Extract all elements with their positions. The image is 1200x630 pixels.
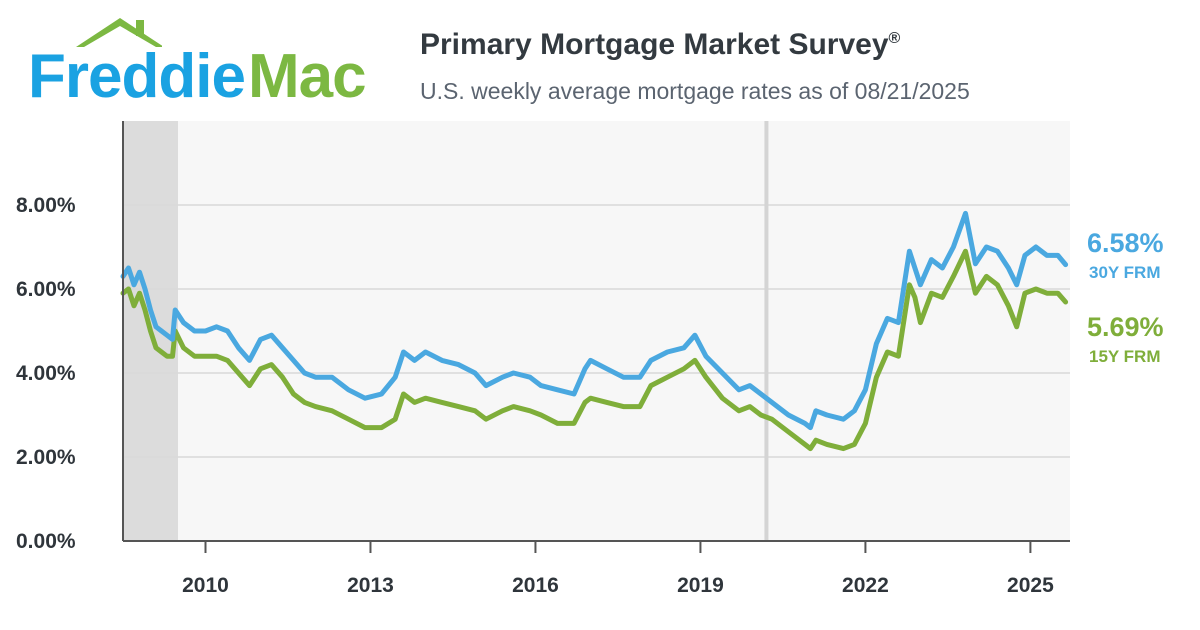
- chart-title: Primary Mortgage Market Survey®: [420, 28, 900, 62]
- logo-wordmark-mac: Mac: [248, 42, 367, 111]
- x-tick-label: 2025: [1007, 574, 1054, 597]
- series-end-name: 30Y FRM: [1089, 263, 1161, 282]
- x-tick-label: 2019: [677, 574, 724, 597]
- freddie-mac-logo: Freddie Mac: [28, 14, 378, 111]
- x-tick-label: 2010: [182, 574, 229, 597]
- series-line-30y-frm: [120, 210, 1069, 431]
- series-lines: [120, 210, 1069, 452]
- x-tick-label: 2013: [347, 574, 394, 597]
- x-tick-label: 2022: [842, 574, 889, 597]
- y-tick-label: 8.00%: [16, 194, 76, 217]
- chart-title-text: Primary Mortgage Market Survey: [420, 28, 889, 61]
- x-axis-ticks: 2010 2013 2016 2019 2022 2025: [182, 541, 1054, 597]
- plot-background: [123, 121, 1070, 541]
- y-axis-ticks: 0.00% 2.00% 4.00% 6.00% 8.00%: [16, 194, 76, 553]
- house-roof-icon: [76, 18, 162, 47]
- chart-subtitle: U.S. weekly average mortgage rates as of…: [420, 78, 970, 104]
- series-end-value: 5.69%: [1087, 312, 1164, 342]
- series-line-15y-frm: [120, 248, 1069, 452]
- y-tick-label: 2.00%: [16, 446, 76, 469]
- registered-mark: ®: [888, 30, 901, 47]
- logo-wordmark-freddie: Freddie: [28, 42, 246, 111]
- x-tick-label: 2016: [512, 574, 559, 597]
- series-end-value: 6.58%: [1087, 228, 1164, 258]
- y-tick-label: 0.00%: [16, 530, 76, 553]
- y-tick-label: 4.00%: [16, 362, 76, 385]
- y-tick-label: 6.00%: [16, 278, 76, 301]
- series-end-labels: 6.58% 30Y FRM 5.69% 15Y FRM: [1087, 228, 1164, 366]
- series-end-name: 15Y FRM: [1089, 347, 1161, 366]
